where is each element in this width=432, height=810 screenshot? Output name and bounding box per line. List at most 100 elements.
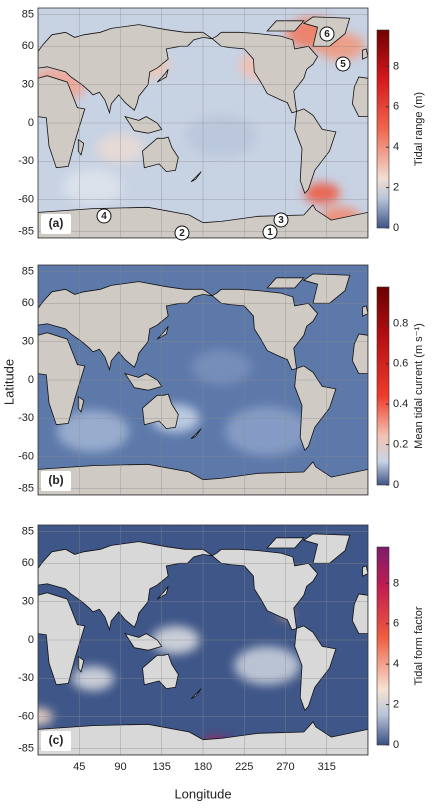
x-axis-label: Longitude (174, 786, 231, 801)
y-tick-label: -85 (18, 226, 34, 238)
land (77, 395, 85, 413)
panel-label: (b) (48, 473, 63, 487)
x-tick-label: 225 (235, 761, 253, 773)
colorbar-tick-label: 0 (393, 222, 399, 234)
panel-label-box (41, 214, 71, 234)
colorbar-tick-label: 0 (393, 479, 399, 491)
site-marker (174, 225, 190, 241)
land (351, 76, 368, 117)
colorbar-tick-label: 0.6 (393, 358, 408, 370)
land (124, 372, 163, 391)
land (351, 593, 368, 634)
panel-label-box (41, 731, 71, 751)
y-tick-label: 60 (22, 40, 34, 52)
colorbar-tick-label: 8 (393, 577, 399, 589)
land (124, 632, 163, 651)
map-frame (37, 7, 369, 239)
land (294, 108, 337, 195)
land (38, 541, 213, 632)
y-tick-label: 0 (28, 634, 34, 646)
site-marker (273, 212, 289, 228)
y-tick-label: -85 (18, 483, 34, 495)
land (38, 24, 213, 115)
y-tick-label: -30 (18, 672, 34, 684)
x-tick-label: 45 (73, 761, 85, 773)
y-tick-label: 30 (22, 336, 34, 348)
colorbar (376, 546, 390, 746)
land (156, 69, 169, 83)
panel-label: (a) (49, 216, 64, 230)
map-area (38, 265, 368, 495)
colorbar-tick-label: 4 (393, 658, 399, 670)
land (156, 326, 169, 340)
panel-label: (c) (49, 733, 64, 747)
map-frame (37, 264, 369, 496)
map-area (38, 8, 368, 238)
x-tick-label: 270 (276, 761, 294, 773)
site-marker (335, 56, 351, 72)
colorbar-tick-label: 2 (393, 698, 399, 710)
x-tick-label: 180 (194, 761, 212, 773)
y-tick-label: 30 (22, 596, 34, 608)
land (142, 653, 179, 690)
colorbar-tick-label: 8 (393, 60, 399, 72)
x-tick-label: 135 (153, 761, 171, 773)
land (142, 393, 179, 430)
y-tick-label: -60 (18, 711, 34, 723)
colorbar (376, 286, 390, 486)
colorbar-tick-label: 0.8 (393, 317, 408, 329)
colorbar-tick-label: 2 (393, 181, 399, 193)
land (190, 688, 202, 700)
map-panel: 45 90 135 180 225 270 315 85 60 30 0 -30 -60 -85 (c) 0 2… (18, 524, 425, 773)
land (124, 115, 163, 134)
map-frame (37, 524, 369, 756)
y-tick-label: 60 (22, 297, 34, 309)
x-tick-label: 315 (318, 761, 336, 773)
panel-label-box (41, 471, 71, 491)
colorbar-label: Mean tidal current (m s⁻¹) (413, 323, 425, 449)
y-tick-label: 85 (22, 265, 34, 277)
y-tick-label: -30 (18, 412, 34, 424)
colorbar-tick-label: 0.4 (393, 398, 408, 410)
site-marker (262, 224, 278, 240)
y-tick-label: -30 (18, 155, 34, 167)
land (77, 655, 85, 673)
y-tick-label: -85 (18, 743, 34, 755)
colorbar-tick-label: 4 (393, 141, 399, 153)
map-area (38, 525, 368, 755)
colorbar-tick-label: 0.2 (393, 438, 408, 450)
y-tick-label: 85 (22, 525, 34, 537)
land (156, 586, 169, 600)
colorbar (376, 29, 390, 229)
land (351, 333, 368, 374)
land (142, 136, 179, 173)
site-marker-label: 6 (324, 29, 330, 40)
land (190, 428, 202, 440)
colorbar-tick-label: 6 (393, 101, 399, 113)
y-tick-label: -60 (18, 194, 34, 206)
land (190, 171, 202, 183)
x-tick-label: 90 (114, 761, 126, 773)
y-tick-label: 60 (22, 557, 34, 569)
site-marker-label: 4 (101, 211, 107, 222)
site-marker-label: 3 (278, 215, 284, 226)
land (38, 592, 86, 686)
land (38, 281, 213, 372)
land (38, 75, 86, 169)
y-tick-label: 30 (22, 79, 34, 91)
colorbar-label: Tidal range (m) (413, 92, 425, 166)
colorbar-tick-label: 6 (393, 618, 399, 630)
land (362, 565, 368, 577)
y-tick-label: -60 (18, 451, 34, 463)
y-tick-label: 0 (28, 117, 34, 129)
map-panel: 85 60 30 0 -30 -60 -85 (b) 0 0.2 0.4 0.6 0.8 Mean tid… (18, 264, 425, 496)
site-marker (319, 26, 335, 42)
y-axis-label: Latitude (1, 359, 16, 405)
colorbar-label: Tidal form factor (413, 606, 425, 685)
y-tick-label: 0 (28, 374, 34, 386)
site-marker-label: 1 (267, 227, 273, 238)
site-marker-label: 5 (340, 59, 346, 70)
